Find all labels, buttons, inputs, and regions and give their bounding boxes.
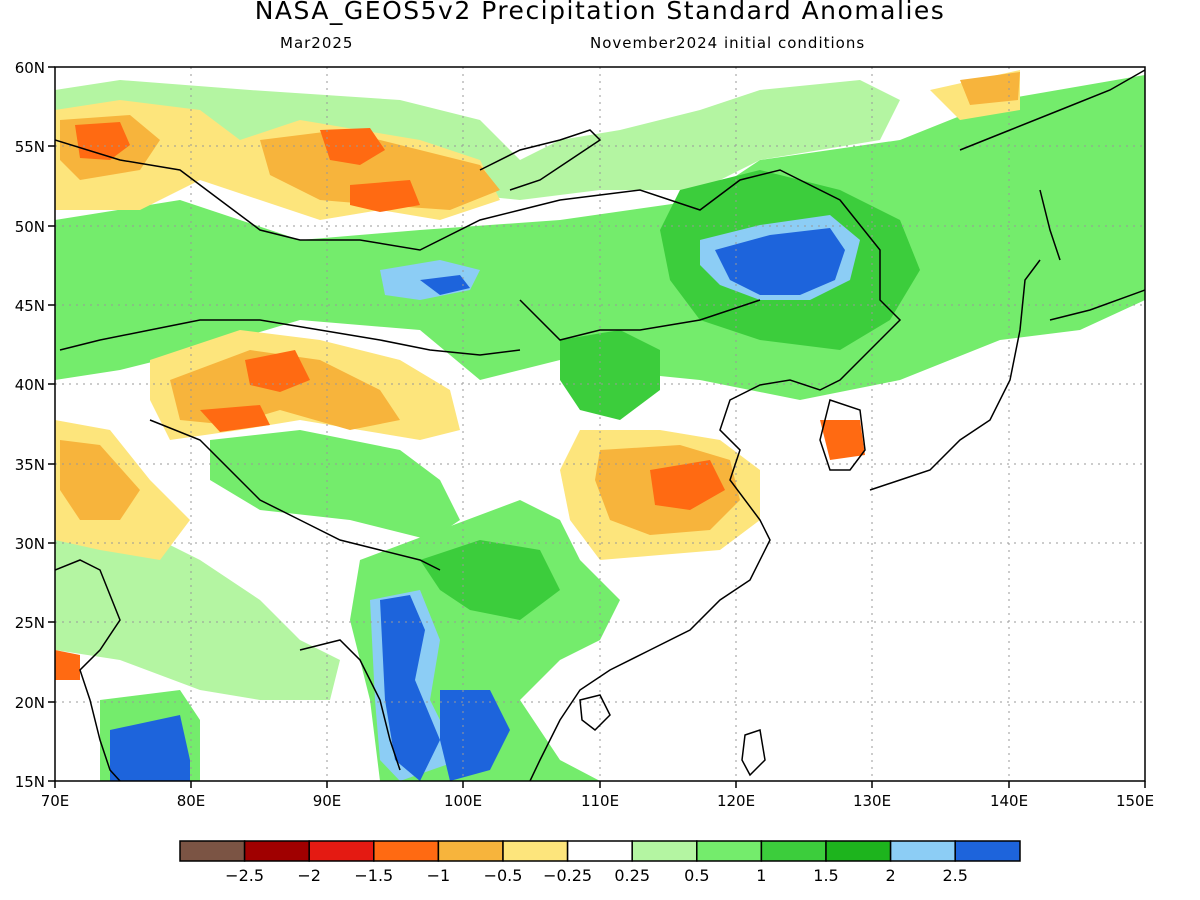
axis-ticks bbox=[48, 66, 1146, 788]
lat-label: 60N bbox=[15, 59, 45, 77]
lat-label: 35N bbox=[15, 456, 45, 474]
lon-label: 120E bbox=[717, 792, 755, 810]
colorbar-label: 1 bbox=[756, 866, 766, 885]
colorbar-swatch bbox=[437, 840, 504, 862]
colorbar-swatch bbox=[696, 840, 763, 862]
colorbar-swatch bbox=[954, 840, 1021, 862]
lat-label: 20N bbox=[15, 694, 45, 712]
lon-label: 150E bbox=[1116, 792, 1154, 810]
lat-label: 45N bbox=[15, 297, 45, 315]
colorbar-label: 0.25 bbox=[614, 866, 650, 885]
lon-label: 80E bbox=[177, 792, 206, 810]
colorbar-label: 2 bbox=[886, 866, 896, 885]
lon-label: 70E bbox=[41, 792, 70, 810]
longitude-labels: 70E 80E 90E 100E 110E 120E 130E 140E 150… bbox=[41, 792, 1154, 810]
colorbar-labels: −2.5 −2 −1.5 −1 −0.5 −0.25 0.25 0.5 1 1.… bbox=[225, 866, 968, 885]
colorbar-swatch bbox=[243, 840, 310, 862]
colorbar-label: 2.5 bbox=[942, 866, 967, 885]
lat-label: 30N bbox=[15, 535, 45, 553]
gridlines bbox=[55, 67, 1145, 781]
colorbar-label: −1.5 bbox=[354, 866, 393, 885]
colorbar-label: −2.5 bbox=[225, 866, 264, 885]
lat-label: 50N bbox=[15, 218, 45, 236]
coastlines bbox=[55, 69, 1145, 781]
colorbar-label: −2 bbox=[297, 866, 321, 885]
latitude-labels: 60N 55N 50N 45N 40N 35N 30N 25N 20N 15N bbox=[15, 59, 45, 791]
colorbar-swatch bbox=[566, 840, 633, 862]
lon-label: 90E bbox=[313, 792, 342, 810]
initial-conditions: November2024 initial conditions bbox=[590, 34, 866, 52]
lon-label: 140E bbox=[990, 792, 1028, 810]
lat-label: 15N bbox=[15, 773, 45, 791]
colorbar-label: 0.5 bbox=[684, 866, 709, 885]
map-title: NASA_GEOS5v2 Precipitation Standard Anom… bbox=[254, 0, 946, 25]
lon-label: 130E bbox=[853, 792, 891, 810]
lat-label: 55N bbox=[15, 138, 45, 156]
colorbar-swatch bbox=[308, 840, 375, 862]
colorbar-swatch bbox=[631, 840, 698, 862]
colorbar-label: −0.25 bbox=[543, 866, 592, 885]
lon-label: 100E bbox=[444, 792, 482, 810]
colorbar-swatch bbox=[825, 840, 892, 862]
colorbar-label: 1.5 bbox=[813, 866, 838, 885]
colorbar-label: −1 bbox=[427, 866, 451, 885]
colorbar-swatch bbox=[373, 840, 440, 862]
colorbar-label: −0.5 bbox=[484, 866, 523, 885]
lat-label: 25N bbox=[15, 614, 45, 632]
lat-label: 40N bbox=[15, 376, 45, 394]
forecast-month: Mar2025 bbox=[280, 34, 354, 52]
colorbar-swatch bbox=[760, 840, 827, 862]
colorbar-swatch bbox=[889, 840, 956, 862]
anomaly-field bbox=[55, 67, 1145, 781]
colorbar-swatch bbox=[502, 840, 569, 862]
colorbar bbox=[179, 840, 1021, 862]
lon-label: 110E bbox=[581, 792, 619, 810]
colorbar-swatch bbox=[179, 840, 246, 862]
